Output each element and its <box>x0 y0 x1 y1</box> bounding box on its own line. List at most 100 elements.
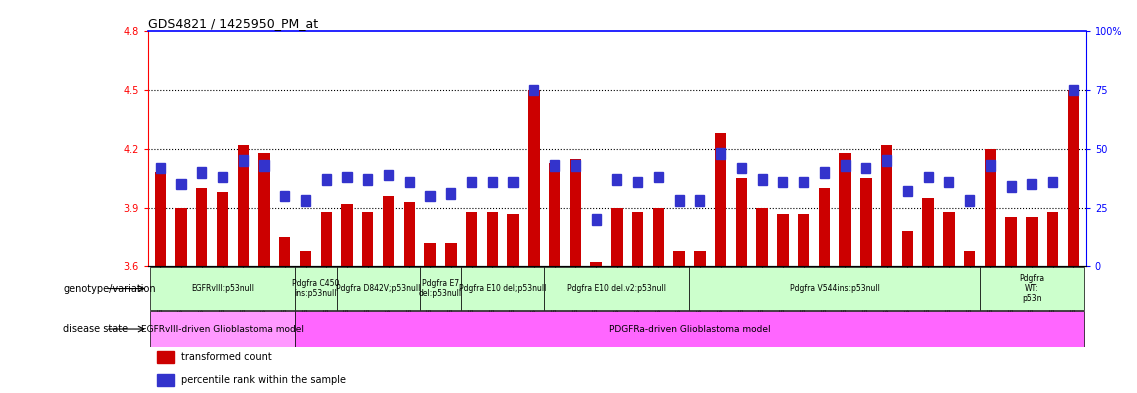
Bar <box>1069 85 1078 95</box>
Bar <box>384 170 393 180</box>
Bar <box>296 312 1084 347</box>
Text: PDGFRa-driven Glioblastoma model: PDGFRa-driven Glioblastoma model <box>608 325 770 334</box>
Bar <box>799 176 808 187</box>
Bar <box>985 149 996 266</box>
Bar <box>150 312 296 347</box>
Bar <box>964 251 976 266</box>
Bar <box>296 267 337 310</box>
Bar <box>1027 217 1038 266</box>
Bar <box>737 163 746 173</box>
Bar <box>1068 90 1079 266</box>
Bar <box>425 191 434 201</box>
Bar <box>445 243 457 266</box>
Bar <box>157 351 174 363</box>
Bar <box>881 145 893 266</box>
Bar <box>736 178 747 266</box>
Bar <box>175 208 186 266</box>
Bar <box>362 211 373 266</box>
Bar <box>196 188 207 266</box>
Bar <box>155 173 166 266</box>
Bar <box>882 156 891 166</box>
Text: transformed count: transformed count <box>181 352 272 362</box>
Bar <box>591 214 600 224</box>
Text: percentile rank within the sample: percentile rank within the sample <box>181 375 346 385</box>
Text: Pdgfra E10 del;p53null: Pdgfra E10 del;p53null <box>459 284 547 293</box>
Bar <box>462 267 545 310</box>
Bar <box>689 267 980 310</box>
Bar <box>695 195 705 206</box>
Bar <box>1048 176 1057 187</box>
Bar <box>238 145 249 266</box>
Bar <box>902 231 913 266</box>
Bar <box>673 251 684 266</box>
Bar <box>466 211 478 266</box>
Bar <box>321 211 332 266</box>
Bar <box>197 167 206 178</box>
Bar <box>420 267 462 310</box>
Text: disease state: disease state <box>64 324 128 334</box>
Bar <box>156 163 165 173</box>
Bar <box>862 163 871 173</box>
Bar <box>404 202 415 266</box>
Text: Pdgfra V544ins:p53null: Pdgfra V544ins:p53null <box>790 284 880 293</box>
Bar <box>342 172 351 182</box>
Bar <box>611 208 623 266</box>
Bar <box>487 211 498 266</box>
Bar <box>301 195 310 206</box>
Bar <box>239 156 248 166</box>
Bar <box>777 213 789 266</box>
Bar <box>383 196 395 266</box>
Bar <box>176 179 185 189</box>
Bar <box>150 267 296 310</box>
Text: Pdgfra
WT:
p53n: Pdgfra WT: p53n <box>1019 274 1045 303</box>
Text: GDS4821 / 1425950_PM_at: GDS4821 / 1425950_PM_at <box>148 17 318 30</box>
Bar <box>363 174 372 185</box>
Bar <box>632 211 644 266</box>
Bar <box>467 176 476 187</box>
Bar <box>529 85 539 95</box>
Bar <box>612 174 622 185</box>
Bar <box>488 176 497 187</box>
Text: genotype/variation: genotype/variation <box>64 284 156 294</box>
Bar <box>861 178 872 266</box>
Bar <box>279 237 290 266</box>
Bar <box>322 174 331 185</box>
Bar <box>280 191 289 201</box>
Bar <box>757 174 766 185</box>
Text: Pdgfra C450
ins:p53null: Pdgfra C450 ins:p53null <box>292 279 340 298</box>
Bar <box>839 153 850 266</box>
Bar <box>945 176 954 187</box>
Bar <box>654 172 663 182</box>
Bar <box>779 176 788 187</box>
Bar <box>716 149 725 159</box>
Bar <box>674 195 683 206</box>
Bar <box>259 160 268 171</box>
Bar <box>756 208 767 266</box>
Text: Pdgfra E10 del.v2:p53null: Pdgfra E10 del.v2:p53null <box>567 284 666 293</box>
Text: Pdgfra D842V;p53null: Pdgfra D842V;p53null <box>335 284 421 293</box>
Text: EGFRvIII:p53null: EGFRvIII:p53null <box>191 284 254 293</box>
Bar <box>715 133 727 266</box>
Bar <box>820 167 829 178</box>
Bar <box>218 172 227 182</box>
Bar <box>944 211 955 266</box>
Bar <box>258 153 269 266</box>
Bar <box>798 213 810 266</box>
Bar <box>424 243 435 266</box>
Bar <box>528 90 540 266</box>
Bar <box>508 176 517 187</box>
Bar <box>446 188 455 199</box>
Bar <box>980 267 1084 310</box>
Bar <box>590 263 601 266</box>
Bar <box>1047 211 1059 266</box>
Bar <box>405 176 414 187</box>
Bar <box>923 172 932 182</box>
Bar <box>337 267 420 310</box>
Bar <box>633 176 642 187</box>
Bar <box>571 160 580 171</box>
Bar <box>217 192 229 266</box>
Bar <box>903 186 912 196</box>
Bar <box>341 204 352 266</box>
Bar <box>1028 179 1037 189</box>
Bar <box>507 213 518 266</box>
